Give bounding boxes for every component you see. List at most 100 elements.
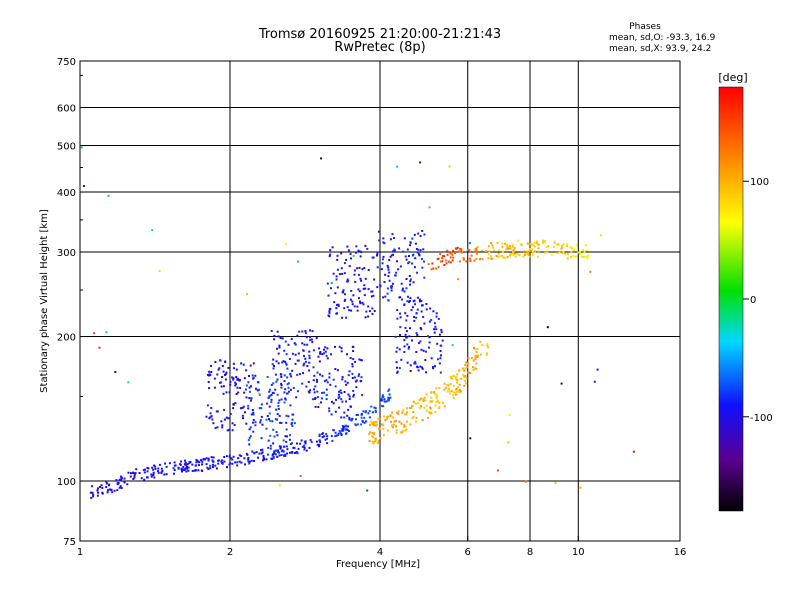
o-mode-point [278,454,281,457]
spread-echo-point [357,297,360,300]
spread-echo-point [363,267,366,269]
o-mode-point [334,431,337,434]
f-region-point [462,257,465,260]
spread-echo-point [252,413,255,416]
f-region-point [544,251,547,254]
spread-echo-point [248,386,251,389]
x-mode-point [443,382,446,385]
spread-echo-point [321,391,323,394]
spread-echo-point [272,442,275,445]
f-region-point [542,239,545,242]
spread-echo-point [250,397,253,400]
f-region-point [531,243,534,246]
spread-echo-point [388,279,391,282]
spread-echo-point [433,328,436,331]
spread-echo-point [266,402,269,405]
o-mode-point [335,434,338,437]
spread-echo-point [291,413,294,416]
spread-echo-point [428,320,431,323]
spread-echo-point [379,285,382,288]
spread-echo-point [250,385,253,388]
grid-lines [80,61,680,541]
o-mode-point [231,462,234,465]
spread-echo-point [440,344,443,347]
spread-echo-point [368,310,371,313]
spread-echo-point [364,277,367,280]
spread-echo-point [209,374,212,377]
spread-echo-point [245,396,248,399]
spread-echo-point [308,369,311,372]
o-mode-point [177,467,180,470]
spread-echo-point [352,393,355,396]
o-mode-point [309,439,312,442]
f-region-point [529,255,532,258]
spread-echo-point [276,418,278,421]
spread-echo-point [295,396,298,399]
o-mode-point [253,451,256,454]
o-mode-point [215,467,218,470]
f-region-point [512,249,515,252]
o-mode-point [97,491,100,494]
spread-echo-point [423,322,426,325]
x-mode-point [393,420,396,423]
spread-echo-point [293,342,296,345]
spread-echo-point [340,267,343,270]
spread-echo-point [276,330,279,333]
spread-echo-point [365,310,368,313]
spread-echo-point [294,343,297,346]
spread-echo-point [284,435,287,438]
spread-echo-point [424,359,427,361]
outlier-point [469,437,472,440]
x-mode-point [434,411,437,413]
f-region-point [488,250,491,253]
o-mode-point [157,471,160,474]
o-mode-point [274,449,277,452]
spread-echo-point [360,359,363,362]
f-region-point [547,245,550,248]
f-region-point [493,249,496,252]
o-mode-point [210,456,213,459]
spread-echo-point [265,418,268,421]
spread-echo-point [353,273,356,276]
x-mode-point [463,384,466,387]
x-mode-point [450,390,453,393]
spread-echo-point [228,391,231,394]
spread-echo-point [337,305,340,307]
spread-echo-point [387,275,390,278]
o-mode-point [226,466,228,469]
o-mode-point [228,463,231,466]
f-region-point [499,255,502,258]
x-mode-point [463,375,466,378]
spread-echo-point [260,407,263,410]
x-mode-point [423,406,426,409]
spread-echo-point [441,339,444,342]
spread-echo-point [423,260,425,263]
spread-echo-point [323,352,326,355]
f-region-point [458,250,461,253]
spread-echo-point [248,397,251,400]
spread-echo-point [400,358,403,361]
x-mode-point [457,389,460,392]
spread-echo-point [421,304,424,307]
spread-echo-point [340,252,343,255]
f-region-point [430,268,433,271]
spread-echo-point [209,416,212,419]
spread-echo-point [243,377,246,380]
o-mode-point [237,457,240,460]
x-mode-point [449,389,452,392]
spread-echo-point [341,291,344,294]
f-region-point [512,250,514,253]
spread-echo-point [320,401,322,404]
spread-echo-point [343,272,346,275]
outlier-point [497,469,499,472]
f-region-point [561,245,563,247]
spread-echo-point [336,258,339,261]
spread-echo-point [376,286,379,289]
f-region-point [587,254,590,257]
spread-echo-point [430,357,433,360]
spread-echo-point [270,383,273,386]
o-mode-point [144,468,146,471]
spread-echo-point [332,272,335,275]
spread-echo-point [371,256,374,259]
spread-echo-point [247,381,250,384]
